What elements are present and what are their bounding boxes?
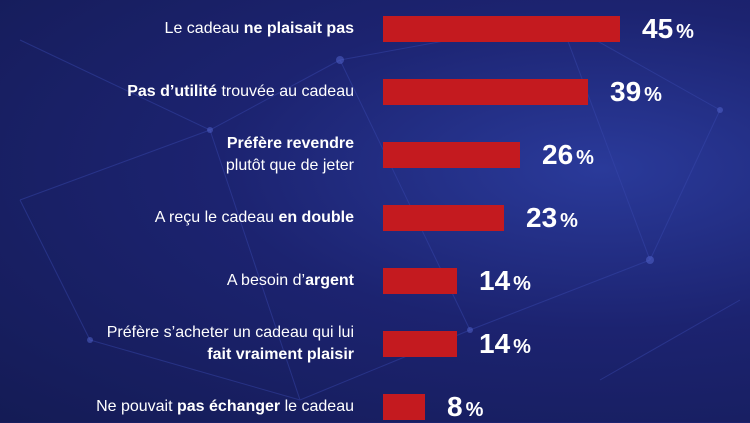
category-label-bold-part: en double xyxy=(278,209,354,226)
category-label-part: A besoin d’ xyxy=(226,272,306,289)
percent-sign: % xyxy=(644,84,662,106)
value-label: 14% xyxy=(479,265,531,297)
bar xyxy=(383,268,457,294)
category-label-bold-part: argent xyxy=(305,272,354,289)
bar xyxy=(383,79,588,105)
value-label: 39% xyxy=(610,76,662,108)
value-label: 8% xyxy=(447,391,483,423)
category-label-bold-part: Pas d’utilité xyxy=(127,83,217,100)
percent-sign: % xyxy=(576,147,594,169)
category-label: A reçu le cadeau en double xyxy=(14,207,354,229)
category-label: A besoin d’argent xyxy=(14,270,354,292)
category-label: Préfère s’acheter un cadeau qui lui fait … xyxy=(14,322,354,366)
value-label: 45% xyxy=(642,13,694,45)
value-number: 14 xyxy=(479,265,511,296)
category-label-part: plutôt que de jeter xyxy=(225,157,354,174)
percent-sign: % xyxy=(560,210,578,232)
category-label: Préfère revendre plutôt que de jeter xyxy=(14,133,354,177)
category-label-bold-part: ne plaisait pas xyxy=(243,20,354,37)
category-label-bold-part: pas échanger xyxy=(177,398,281,415)
category-label-part: le cadeau xyxy=(280,398,354,415)
category-label-part: trouvée au cadeau xyxy=(217,83,354,100)
category-label-part: Ne pouvait xyxy=(96,398,177,415)
category-label-part: Préfère s’acheter un cadeau qui lui xyxy=(106,324,354,341)
value-number: 45 xyxy=(642,13,674,44)
category-label: Le cadeau ne plaisait pas xyxy=(14,18,354,40)
category-label-bold-part: fait vraiment plaisir xyxy=(207,346,354,363)
bar xyxy=(383,16,620,42)
percent-sign: % xyxy=(513,273,531,295)
percent-sign: % xyxy=(465,399,484,421)
bar xyxy=(383,142,520,168)
value-number: 8 xyxy=(447,391,463,422)
category-label-part: Le cadeau xyxy=(164,20,244,37)
value-number: 14 xyxy=(479,328,511,359)
category-label: Ne pouvait pas échanger le cadeau xyxy=(14,396,354,418)
bar xyxy=(383,394,425,420)
value-label: 23% xyxy=(526,202,578,234)
category-label: Pas d’utilité trouvée au cadeau xyxy=(14,81,354,103)
percent-sign: % xyxy=(676,21,694,43)
value-number: 26 xyxy=(542,139,574,170)
bar xyxy=(383,331,457,357)
category-label-bold-part: Préfère revendre xyxy=(226,135,354,152)
value-label: 26% xyxy=(542,139,594,171)
value-number: 23 xyxy=(526,202,558,233)
bar xyxy=(383,205,504,231)
category-label-part: A reçu le cadeau xyxy=(154,209,279,226)
value-number: 39 xyxy=(610,76,642,107)
percent-sign: % xyxy=(513,336,531,358)
value-label: 14% xyxy=(479,328,531,360)
